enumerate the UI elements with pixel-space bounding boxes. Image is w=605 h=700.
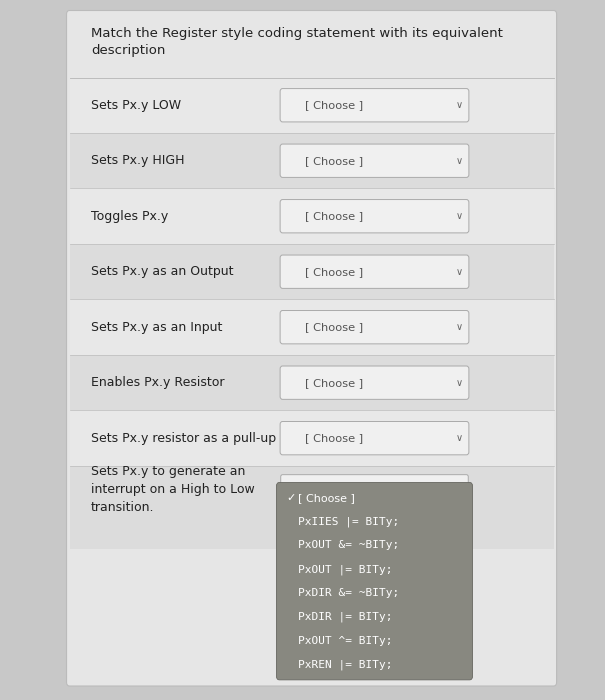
Text: Sets Px.y as an Input: Sets Px.y as an Input: [91, 321, 222, 334]
Text: Toggles Px.y: Toggles Px.y: [91, 210, 168, 223]
Bar: [70, 355, 554, 410]
Text: ✓: ✓: [287, 493, 296, 503]
Bar: [70, 78, 554, 133]
Text: PxOUT ^= BITy;: PxOUT ^= BITy;: [298, 636, 392, 645]
Text: [ Choose ]: [ Choose ]: [298, 493, 355, 503]
Text: Enables Px.y Resistor: Enables Px.y Resistor: [91, 376, 224, 389]
Text: [ Choose ]: [ Choose ]: [304, 378, 363, 388]
Text: ∨: ∨: [456, 100, 463, 111]
FancyBboxPatch shape: [280, 89, 469, 122]
Text: [ Choose ]: [ Choose ]: [304, 155, 363, 166]
Text: [ Choose ]: [ Choose ]: [304, 433, 363, 443]
Bar: [70, 300, 554, 355]
FancyBboxPatch shape: [276, 482, 473, 680]
FancyBboxPatch shape: [280, 144, 469, 177]
Text: ∨: ∨: [456, 267, 463, 276]
FancyBboxPatch shape: [280, 311, 469, 344]
Text: [ Choose ]: [ Choose ]: [304, 100, 363, 111]
Text: Sets Px.y HIGH: Sets Px.y HIGH: [91, 154, 185, 167]
Text: [ Choose ]: [ Choose ]: [304, 267, 363, 276]
FancyBboxPatch shape: [280, 366, 469, 399]
Text: PxOUT &= ~BITy;: PxOUT &= ~BITy;: [298, 540, 399, 550]
Text: ∨: ∨: [456, 211, 463, 221]
Bar: [70, 188, 554, 244]
Text: ∨: ∨: [456, 155, 463, 166]
FancyBboxPatch shape: [280, 421, 469, 455]
Bar: [70, 466, 554, 550]
Text: ∨: ∨: [456, 322, 463, 332]
Text: [ Choose ]: [ Choose ]: [304, 211, 363, 221]
Text: Match the Register style coding statement with its equivalent
description: Match the Register style coding statemen…: [91, 27, 503, 57]
Text: ∨: ∨: [456, 433, 463, 443]
Text: Sets Px.y as an Output: Sets Px.y as an Output: [91, 265, 234, 278]
Text: Sets Px.y resistor as a pull-up: Sets Px.y resistor as a pull-up: [91, 432, 276, 444]
FancyBboxPatch shape: [280, 199, 469, 233]
Bar: [70, 244, 554, 300]
Text: Sets Px.y to generate an
interrupt on a High to Low
transition.: Sets Px.y to generate an interrupt on a …: [91, 465, 255, 514]
Text: Sets Px.y LOW: Sets Px.y LOW: [91, 99, 181, 112]
FancyBboxPatch shape: [281, 475, 468, 497]
FancyBboxPatch shape: [280, 255, 469, 288]
FancyBboxPatch shape: [67, 10, 557, 686]
Bar: [70, 133, 554, 188]
Bar: [70, 410, 554, 466]
Text: [ Choose ]: [ Choose ]: [304, 322, 363, 332]
Text: PxIIES |= BITy;: PxIIES |= BITy;: [298, 517, 399, 527]
Text: PxREN |= BITy;: PxREN |= BITy;: [298, 659, 392, 670]
Text: PxDIR |= BITy;: PxDIR |= BITy;: [298, 612, 392, 622]
Text: PxDIR &= ~BITy;: PxDIR &= ~BITy;: [298, 588, 399, 598]
Text: ∨: ∨: [456, 378, 463, 388]
Text: PxOUT |= BITy;: PxOUT |= BITy;: [298, 564, 392, 575]
